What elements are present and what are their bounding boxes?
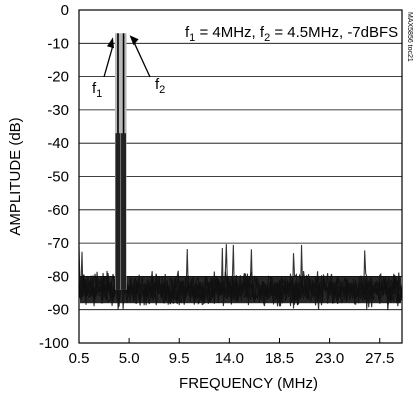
annotation-part: = 4.5MHz, -7dBFS xyxy=(270,24,398,41)
annotation-subscript: 2 xyxy=(264,32,270,44)
noise-floor xyxy=(78,244,403,311)
y-tick-label: -20 xyxy=(47,69,69,86)
f2-arrowhead xyxy=(129,35,139,46)
y-tick-label: -50 xyxy=(47,169,69,186)
x-tick-label: 9.5 xyxy=(169,350,190,367)
y-tick-label: -60 xyxy=(47,202,69,219)
x-tick-label: 14.0 xyxy=(215,350,244,367)
f1-arrow xyxy=(103,45,114,78)
f2-arrow xyxy=(132,41,151,78)
x-tick-label: 0.5 xyxy=(69,350,90,367)
signal-tones xyxy=(114,33,127,290)
x-axis-ticks: 0.5 5.0 9.5 14.0 18.5 23.0 27.5 xyxy=(69,338,394,367)
x-tick-label: 5.0 xyxy=(119,350,140,367)
tone-marker-label: f2 xyxy=(155,76,165,96)
tone-markers: f1 f2 xyxy=(92,35,165,100)
y-tick-label: -10 xyxy=(47,35,69,52)
annotation-subscript: 1 xyxy=(189,32,195,44)
y-tick-label: -100 xyxy=(39,335,69,352)
y-tick-label: -80 xyxy=(47,268,69,285)
figure-id-text: MAX5856 toc21 xyxy=(406,12,413,62)
annotation-text: f1 = 4MHz, f2 = 4.5MHz, -7dBFS xyxy=(185,24,398,44)
noise-band xyxy=(80,276,401,304)
y-tick-label: -40 xyxy=(47,135,69,152)
x-tick-label: 27.5 xyxy=(365,350,394,367)
y-axis-label: AMPLITUDE (dB) xyxy=(7,117,24,235)
annotation-part: f xyxy=(185,24,190,41)
y-tick-label: 0 xyxy=(61,2,69,19)
tone-skirt xyxy=(121,133,127,290)
y-tick-label: -90 xyxy=(47,302,69,319)
x-axis-label: FREQUENCY (MHz) xyxy=(179,375,318,392)
annotation-part: = 4MHz, f xyxy=(195,24,265,41)
f1-arrowhead xyxy=(106,37,114,49)
y-axis-ticks: 0 -10 -20 -30 -40 -50 -60 -70 -80 -90 -100 xyxy=(39,2,69,352)
tone-skirt xyxy=(115,133,121,290)
plot-frame xyxy=(78,9,403,344)
y-tick-label: -30 xyxy=(47,102,69,119)
grid-lines xyxy=(79,42,402,311)
x-tick-label: 18.5 xyxy=(265,350,294,367)
x-tick-label: 23.0 xyxy=(315,350,344,367)
tone-marker-label: f1 xyxy=(92,80,102,100)
y-tick-label: -70 xyxy=(47,235,69,252)
